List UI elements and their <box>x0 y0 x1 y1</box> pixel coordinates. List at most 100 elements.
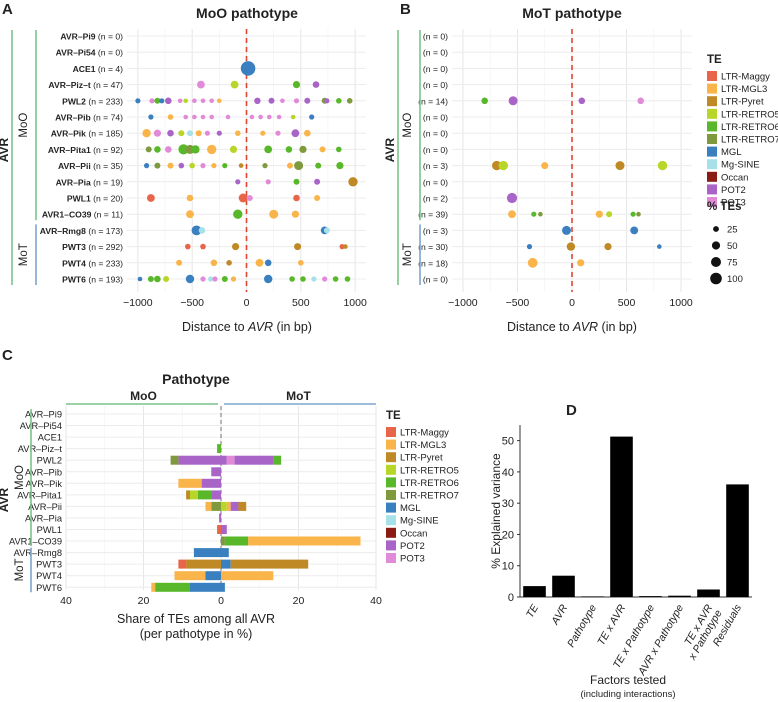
panel-a-row-name: AVR–Pia <box>56 177 91 187</box>
panel-a-moo-label: MoO <box>18 113 30 138</box>
panel-c-bar-segment <box>221 559 231 569</box>
panel-a-point <box>269 209 279 219</box>
panel-a-point <box>135 98 141 104</box>
panel-c-row-label: AVR–Pita1 <box>17 490 62 500</box>
panel-b-row-count: (n = 0) <box>423 113 448 123</box>
panel-a-point <box>207 144 217 155</box>
panel-a-point <box>154 146 161 153</box>
panel-a-point <box>183 98 188 104</box>
panel-a-point <box>165 97 172 105</box>
panel-c-avr-label: AVR <box>0 487 11 512</box>
panel-c-row-label: AVR–Pii <box>28 502 62 512</box>
panel-a-point <box>177 98 183 104</box>
panel-a-point <box>186 210 194 219</box>
panel-a-row-count: (n = 19) <box>91 177 123 187</box>
legend-c-te-swatch <box>386 540 396 551</box>
legend-te-swatch <box>707 96 717 107</box>
panel-c-xtick: 0 <box>218 595 224 607</box>
panel-a-point <box>285 146 293 153</box>
legend-c-te-title: TE <box>386 410 401 422</box>
panel-b-row-count: (n = 39) <box>418 210 448 220</box>
panel-a-row-label: AVR–Pi9 (n = 0) <box>60 32 123 42</box>
panel-a-row-count: (n = 11) <box>91 210 123 220</box>
legend-te-label: POT2 <box>721 185 746 196</box>
panel-a-point <box>200 243 206 250</box>
panel-d-xtick: AVR <box>549 602 571 627</box>
panel-a-point <box>311 276 317 282</box>
panel-c-bar-segment <box>211 467 221 477</box>
legend-te-swatch <box>707 146 717 157</box>
panel-c-row-label: AVR1–CO39 <box>9 537 62 547</box>
panel-a-point <box>191 145 200 154</box>
panel-b-point <box>657 160 668 171</box>
panel-b-point <box>566 242 576 251</box>
panel-d-bar <box>639 596 662 597</box>
panel-a-point <box>344 276 351 282</box>
panel-a-row-label: PWL1 (n = 20) <box>67 194 123 204</box>
panel-c-bar-segment <box>186 559 221 569</box>
panel-a-point <box>221 276 228 282</box>
panel-c-xtick: 20 <box>138 595 150 607</box>
panel-c-bar-segment <box>238 501 247 511</box>
panel-a-row-name: PWL2 <box>62 96 86 106</box>
panel-a-point <box>229 145 238 153</box>
panel-c-row-label: AVR–Pib <box>25 467 62 477</box>
panel-a-point <box>210 259 218 267</box>
panel-a-point <box>293 98 300 104</box>
panel-b-title: MoT pathotype <box>522 5 622 21</box>
panel-a-row-name: AVR–Pik <box>51 129 86 139</box>
panel-b-avr-label: AVR <box>383 137 397 162</box>
panel-a-row-count: (n = 173) <box>86 226 123 236</box>
panel-a-point <box>249 114 255 120</box>
panel-c-moo-label: MoO <box>14 465 26 490</box>
panel-a-point <box>148 114 154 120</box>
panel-a-point <box>185 274 195 284</box>
panel-b-point <box>527 257 538 268</box>
panel-a-row-name: AVR–Piz–t <box>48 80 90 90</box>
panel-c-bar-segment <box>226 455 235 465</box>
panel-a-point <box>268 97 275 104</box>
legend-c-te-label: LTR-RETRO5 <box>400 465 459 476</box>
panel-a-point <box>235 179 241 185</box>
panel-b-xtick: 0 <box>569 297 575 309</box>
panel-a-row-name: PWT6 <box>62 275 86 285</box>
panel-a-point <box>200 114 206 120</box>
panel-b-row-count: (n = 0) <box>423 48 448 58</box>
panel-a-row-count: (n = 0) <box>96 32 124 42</box>
panel-a-point <box>198 227 206 234</box>
panel-a-point <box>232 243 240 251</box>
panel-a-point <box>324 98 330 104</box>
panel-a-point <box>264 145 273 154</box>
panel-b-row-count: (n = 0) <box>423 129 448 139</box>
panel-a-point <box>142 129 151 138</box>
panel-a-row-count: (n = 20) <box>91 194 123 204</box>
legend-te-swatch <box>707 121 717 132</box>
panel-a-row-label: AVR–Pita1 (n = 92) <box>48 145 123 155</box>
legend-c-te-label: LTR-Maggy <box>400 428 449 439</box>
panel-a-point <box>178 130 185 137</box>
panel-d-ytick: 20 <box>502 529 514 541</box>
panel-a-row-name: ACE1 <box>73 64 96 74</box>
panel-a-row-count: (n = 193) <box>86 275 123 285</box>
panel-a-point <box>255 258 264 267</box>
panel-c-xlabel-sub: (per pathotype in %) <box>140 627 253 641</box>
panel-a-point <box>246 195 253 201</box>
panel-d-bar <box>523 586 546 597</box>
panel-b-xtick: −500 <box>506 297 530 309</box>
panel-d-xtick: TE x AVR <box>595 602 628 647</box>
panel-b-point <box>508 96 518 106</box>
panel-a-point <box>217 98 222 104</box>
panel-d-bar <box>668 595 691 597</box>
panel-b-mot-label: MoT <box>402 243 414 266</box>
panel-b-point <box>506 192 518 204</box>
panel-d-ytick: 10 <box>502 561 514 573</box>
panel-a-point <box>293 178 300 185</box>
legend-c-te-label: Mg-SINE <box>400 516 439 527</box>
panel-c-bar-segment <box>273 455 282 465</box>
panel-a-point <box>291 129 300 138</box>
panel-c-bar-segment <box>178 455 221 465</box>
panel-a-point <box>280 98 285 104</box>
panel-b-point <box>630 226 639 235</box>
